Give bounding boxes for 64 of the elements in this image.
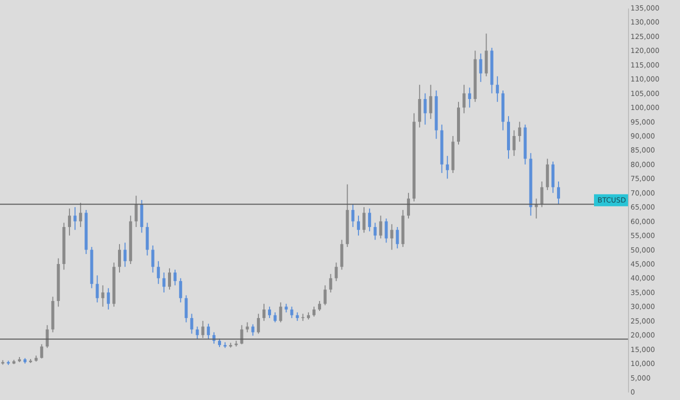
candlestick [390,224,394,250]
candlestick [268,306,272,319]
candlestick [557,181,560,205]
candlestick [124,242,127,268]
candlestick [179,278,182,303]
candlestick [40,344,44,359]
candlestick [540,181,544,208]
candlestick [196,326,199,340]
candlestick [156,260,160,284]
candlestick [374,222,377,240]
candlestick [512,130,516,156]
candlestick [190,313,194,334]
candlestick [162,272,166,293]
candlestick [246,322,249,333]
candlestick [206,323,210,340]
candlestick [368,208,372,232]
candlestick [101,284,104,308]
candlestick [146,222,149,256]
candlestick [74,206,77,230]
candlestick [318,300,322,312]
candlestick [551,161,554,194]
candlestick [168,268,172,290]
candlestick [140,200,144,234]
candlestick [256,313,260,334]
candlestick [468,87,472,108]
candlestick [290,306,294,319]
candlestick [251,324,254,336]
candlestick [351,204,354,228]
candlestick [312,306,316,318]
candlestick [106,288,110,310]
candlestick [262,303,266,322]
candlestick [46,324,49,348]
candlestick [379,215,382,239]
candlestick [462,84,466,114]
candlestick [429,84,432,120]
candlestick [334,262,338,282]
candlestick [329,273,332,293]
candlestick [418,84,422,128]
candlestick [279,302,282,323]
candlestick [68,208,71,236]
candlestick [274,312,277,323]
candlestick [356,215,360,236]
candlestick [134,195,138,228]
candlestick [240,324,244,345]
candlestick [174,269,177,286]
candlestick [518,121,522,142]
candlestick [118,244,121,274]
candlestick [496,76,499,102]
candlestick [96,274,99,303]
candlestick [184,294,188,323]
candlestick [546,158,549,191]
candlestick [362,206,366,234]
candlestick [324,284,327,306]
candlestick [201,320,204,338]
candlestick [446,155,449,180]
candlestick [384,218,388,244]
candlestick [424,92,427,126]
candlestick [340,239,344,270]
candlestick [406,192,410,219]
candlestick [151,245,154,274]
candlestick [484,33,488,77]
candlestick [79,202,82,228]
candlestick [479,53,482,82]
candlestick [396,226,399,249]
